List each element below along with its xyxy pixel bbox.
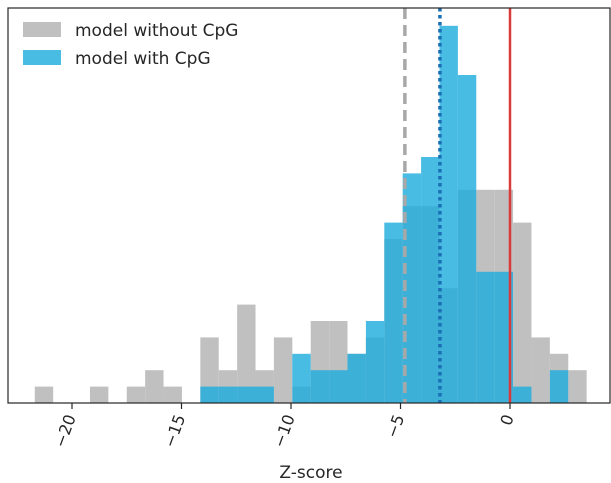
histogram-bar-with-cpg (457, 75, 477, 403)
histogram-bar-with-cpg (384, 222, 403, 403)
histogram-bar-with-cpg (365, 321, 385, 403)
histogram-bar-with-cpg (237, 386, 256, 403)
histogram-bar-without-cpg (568, 370, 587, 403)
histogram-bar-with-cpg (513, 386, 532, 403)
histogram-bar-with-cpg (292, 353, 311, 403)
x-tick-label: 0 (496, 412, 517, 428)
legend-swatch-with-cpg (23, 50, 61, 65)
histogram-bar-without-cpg (273, 337, 293, 403)
histogram-bar-without-cpg (163, 386, 182, 403)
plot-frame (7, 7, 611, 404)
reference-lines (403, 8, 512, 403)
x-tick-label: −10 (269, 412, 298, 450)
histogram-bar-with-cpg (494, 271, 514, 403)
histogram-bar-without-cpg (89, 386, 109, 403)
histogram-bar-with-cpg (402, 173, 422, 403)
legend-label-without-cpg: model without CpG (75, 21, 238, 41)
histogram-bar-with-cpg (255, 386, 274, 403)
histogram-bar-without-cpg (237, 304, 256, 403)
histogram-bar-without-cpg (513, 222, 532, 403)
x-tick-label: −5 (382, 412, 408, 441)
histogram-bar-with-cpg (421, 157, 440, 403)
histogram-bar-with-cpg (476, 271, 495, 403)
legend: model without CpG model with CpG (23, 21, 238, 69)
histogram-bar-with-cpg (549, 370, 569, 403)
series-model-with-cpg (200, 25, 569, 404)
x-tick-label: −15 (160, 412, 189, 450)
histogram-bar-with-cpg (310, 370, 330, 403)
histogram-bar-without-cpg (126, 386, 146, 403)
x-axis-label: Z-score (279, 463, 342, 483)
legend-swatch-without-cpg (23, 22, 61, 37)
x-axis-ticks: −20 −15 −10 −5 0 (50, 403, 518, 450)
histogram-bar-without-cpg (531, 337, 550, 403)
histogram-bar-with-cpg (200, 386, 219, 403)
legend-label-with-cpg: model with CpG (75, 49, 211, 69)
histogram-bar-with-cpg (439, 25, 458, 404)
x-tick-label: −20 (50, 412, 79, 450)
histogram-bar-without-cpg (34, 386, 54, 403)
histogram-bar-without-cpg (145, 370, 164, 403)
histogram-bar-with-cpg (329, 370, 348, 403)
histogram-bar-with-cpg (347, 353, 366, 403)
histogram-bar-with-cpg (218, 386, 238, 403)
